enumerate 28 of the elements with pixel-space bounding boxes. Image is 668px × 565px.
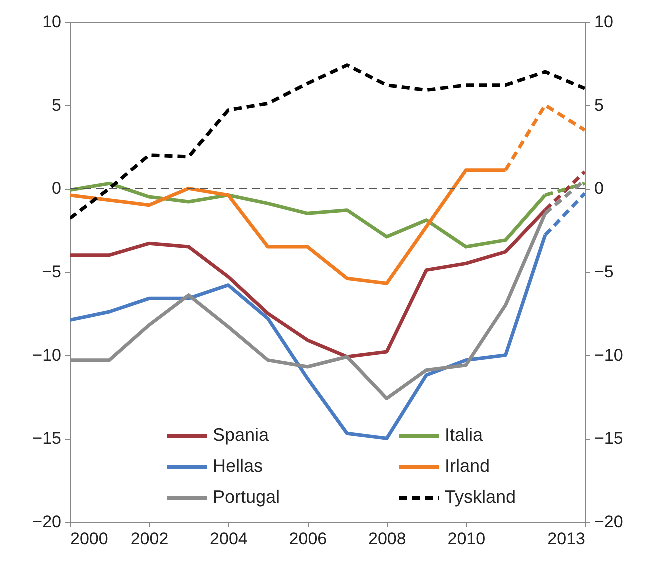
legend-label: Portugal bbox=[213, 487, 280, 507]
legend-label: Italia bbox=[445, 425, 484, 445]
y-tick-label: 5 bbox=[52, 96, 62, 115]
y2-tick-label: −10 bbox=[594, 346, 624, 365]
legend-label: Tyskland bbox=[445, 487, 516, 507]
y-tick-label: 0 bbox=[52, 179, 62, 198]
legend-label: Spania bbox=[213, 425, 270, 445]
x-tick-label: 2013 bbox=[548, 530, 586, 548]
line-series bbox=[70, 64, 585, 220]
y-tick-label: −15 bbox=[32, 429, 62, 448]
x-tick-label: 2004 bbox=[210, 530, 248, 548]
y-tick-label: −5 bbox=[42, 262, 62, 282]
x-tick-label: 2002 bbox=[130, 530, 169, 548]
y2-tick-label: −20 bbox=[594, 512, 624, 532]
y2-tick-label: 10 bbox=[594, 12, 614, 32]
x-tick-label: 2010 bbox=[448, 530, 486, 548]
x-tick-label: 2000 bbox=[70, 530, 108, 548]
y2-tick-label: −5 bbox=[594, 262, 614, 282]
y-tick-label: −20 bbox=[32, 512, 62, 532]
y-tick-label: 10 bbox=[42, 12, 62, 32]
y2-tick-label: 0 bbox=[594, 179, 604, 198]
y2-tick-label: 5 bbox=[594, 96, 604, 115]
y2-tick-label: −15 bbox=[594, 429, 624, 448]
legend-label: Irland bbox=[445, 456, 490, 476]
x-tick-label: 2008 bbox=[368, 530, 406, 548]
legend-label: Hellas bbox=[213, 456, 264, 476]
x-tick-label: 2006 bbox=[289, 530, 328, 548]
y-tick-label: −10 bbox=[32, 346, 62, 365]
